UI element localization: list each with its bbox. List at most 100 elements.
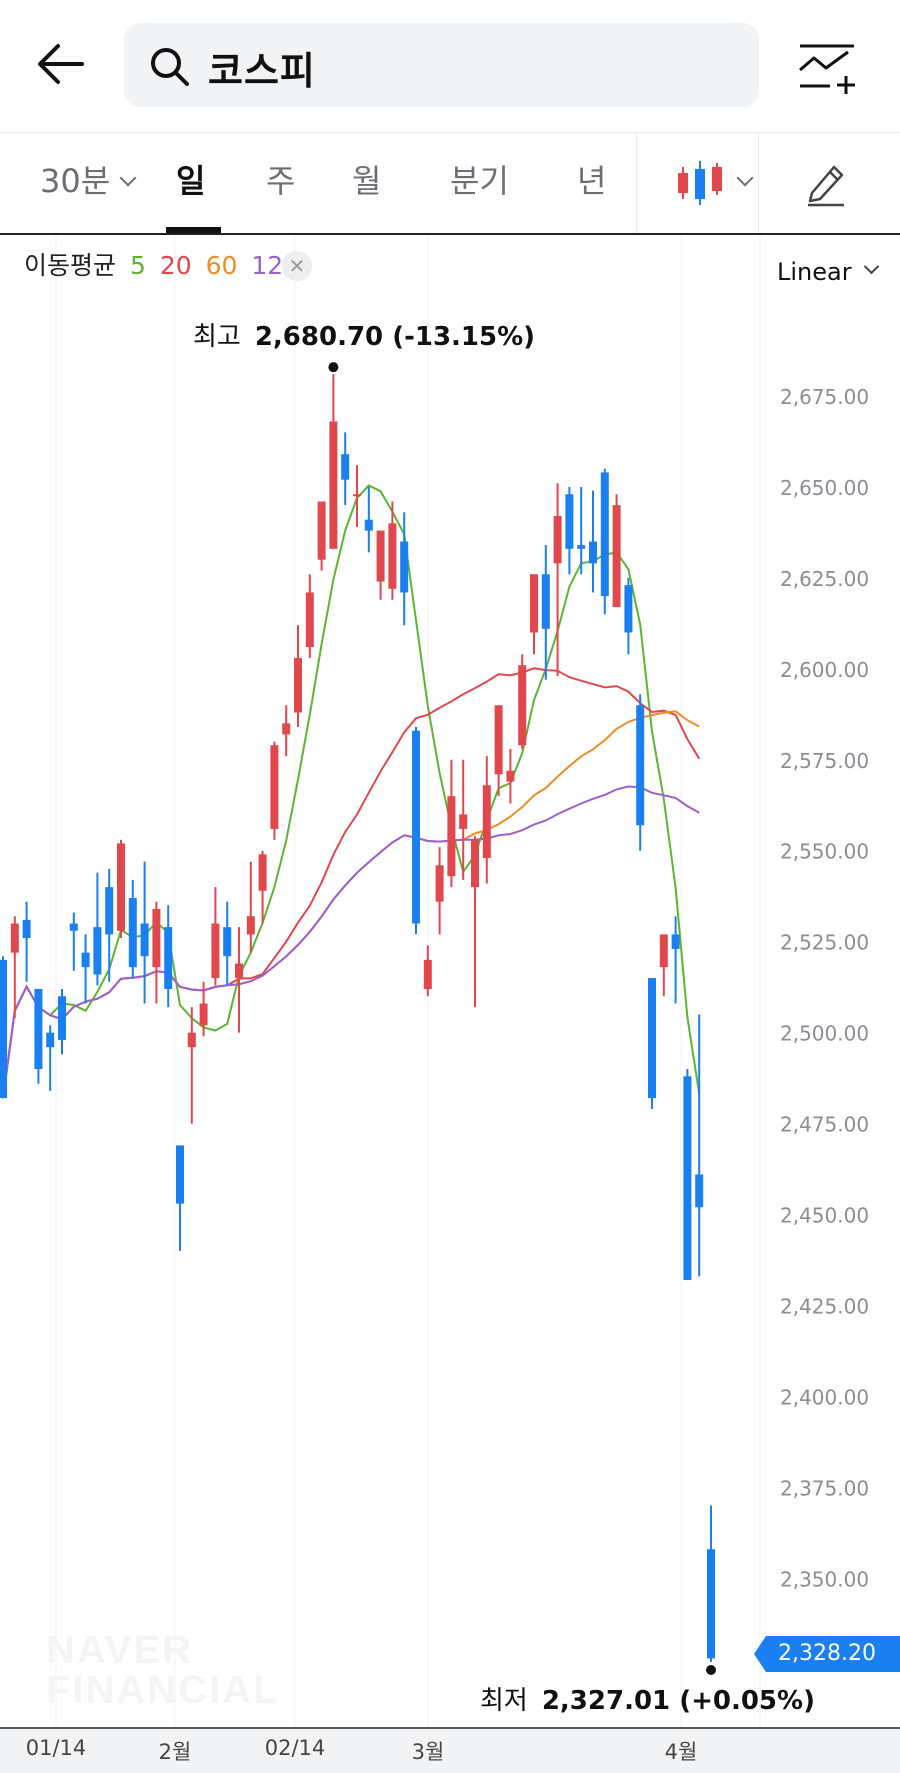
candle-body [258, 854, 267, 891]
candle-body [636, 705, 645, 826]
candle-body [541, 574, 550, 629]
tab-month[interactable]: 월 [352, 162, 382, 200]
candle-body [164, 927, 173, 989]
candle-body [305, 592, 314, 648]
divider [758, 133, 759, 233]
candle-body [506, 770, 515, 782]
tab-day[interactable]: 일 [176, 162, 206, 200]
candle-body [353, 494, 361, 497]
draw-tool-pencil-icon[interactable] [804, 159, 848, 207]
low-marker-label: 최저 2,327.01 (+0.05%) [480, 1680, 815, 1717]
x-axis-line [0, 1727, 900, 1729]
candle-body [683, 1076, 692, 1281]
candle-body [364, 519, 373, 531]
candle-body [0, 959, 7, 1099]
candle-body [388, 523, 397, 589]
candle-body [376, 530, 385, 582]
candle-body [199, 1003, 208, 1026]
back-arrow-icon[interactable] [30, 38, 90, 90]
divider [636, 133, 637, 233]
candle-body [341, 454, 350, 480]
candle-body [128, 898, 137, 968]
ma-60-label: 60 [205, 251, 238, 280]
low-marker-dot [706, 1665, 716, 1675]
candlestick-chart[interactable]: 2,675.00 2,650.00 2,625.00 2,600.00 2,575.00… [0, 235, 900, 1729]
candle-body [176, 1145, 184, 1204]
chevron-down-icon [863, 258, 879, 275]
candle-body [423, 959, 432, 989]
x-tick-label: 2월 [158, 1740, 192, 1764]
candle-body [435, 865, 444, 902]
y-tick-label: 2,625.00 [780, 567, 869, 591]
candle-body [565, 494, 574, 549]
candle-body [22, 919, 31, 939]
current-price-tag: 2,328.20 [754, 1636, 900, 1672]
candle-body [81, 952, 90, 968]
search-field[interactable]: 코스피 [124, 23, 759, 107]
divider [0, 132, 900, 133]
close-icon[interactable]: ✕ [282, 251, 312, 281]
x-tick-label: 01/14 [25, 1736, 87, 1760]
high-marker-key: 최고 [193, 322, 241, 352]
candle-body [447, 796, 456, 877]
candle-body [400, 541, 409, 593]
candle-body [624, 585, 633, 633]
tab-quarter[interactable]: 분기 [450, 162, 509, 200]
y-tick-label: 2,525.00 [780, 931, 869, 955]
candle-body [105, 887, 114, 935]
candle-body [58, 996, 66, 1040]
candle-body [553, 516, 562, 564]
candle-body [329, 421, 338, 549]
y-tick-label: 2,500.00 [780, 1022, 869, 1046]
ma-20-line [2, 667, 701, 1099]
chart-type-selector[interactable] [668, 133, 758, 233]
x-tick-label: 02/14 [264, 1736, 326, 1760]
add-compare-chart-icon[interactable] [796, 40, 860, 96]
y-tick-label: 2,350.00 [780, 1567, 869, 1591]
candle-body [235, 963, 243, 979]
tab-year[interactable]: 년 [577, 162, 607, 200]
ma-5-line [2, 484, 701, 1099]
candle-body [659, 934, 668, 968]
candle-body [140, 923, 149, 957]
y-tick-label: 2,375.00 [780, 1476, 869, 1500]
candle-body [117, 843, 125, 931]
x-tick-label: 3월 [411, 1740, 445, 1764]
candle-body [612, 505, 621, 607]
y-tick-label: 2,450.00 [780, 1204, 869, 1228]
candle-body [494, 705, 503, 775]
period-tabs: 30분 일 주 월 분기 년 [0, 133, 900, 233]
chevron-down-icon [736, 169, 754, 187]
candle-body [518, 665, 527, 746]
candle-body [530, 574, 538, 633]
tab-week[interactable]: 주 [266, 162, 296, 200]
candle-body [246, 916, 255, 935]
candle-body [577, 545, 586, 549]
ma-5-label: 5 [129, 251, 146, 280]
scale-selector-label: Linear [777, 258, 852, 286]
ma-120-line [2, 785, 700, 1099]
candle-body [10, 923, 19, 953]
search-icon [151, 48, 189, 86]
y-tick-label: 2,600.00 [780, 658, 869, 682]
top-bar: 코스피 [0, 0, 900, 132]
y-tick-label: 2,575.00 [780, 749, 869, 773]
high-marker-dot [328, 362, 339, 373]
y-tick-label: 2,550.00 [780, 840, 869, 864]
candlestick-icon [678, 161, 722, 205]
candle-body [270, 745, 279, 829]
naver-financial-watermark: NAVER FINANCIAL [46, 1628, 280, 1712]
moving-average-label: 이동평균 [24, 251, 117, 280]
candle-body [152, 908, 161, 968]
tab-30min[interactable]: 30분 [40, 133, 137, 233]
candle-body [671, 934, 680, 949]
scale-selector[interactable]: Linear [777, 258, 879, 286]
y-tick-label: 2,400.00 [780, 1385, 869, 1409]
y-tick-label: 2,425.00 [780, 1294, 869, 1318]
x-axis [0, 1729, 900, 1773]
y-tick-label: 2,650.00 [780, 476, 869, 500]
candle-body [695, 1174, 704, 1208]
low-marker-value: 2,327.01 (+0.05%) [541, 1686, 815, 1716]
candle-body [69, 923, 78, 931]
divider [0, 233, 900, 235]
